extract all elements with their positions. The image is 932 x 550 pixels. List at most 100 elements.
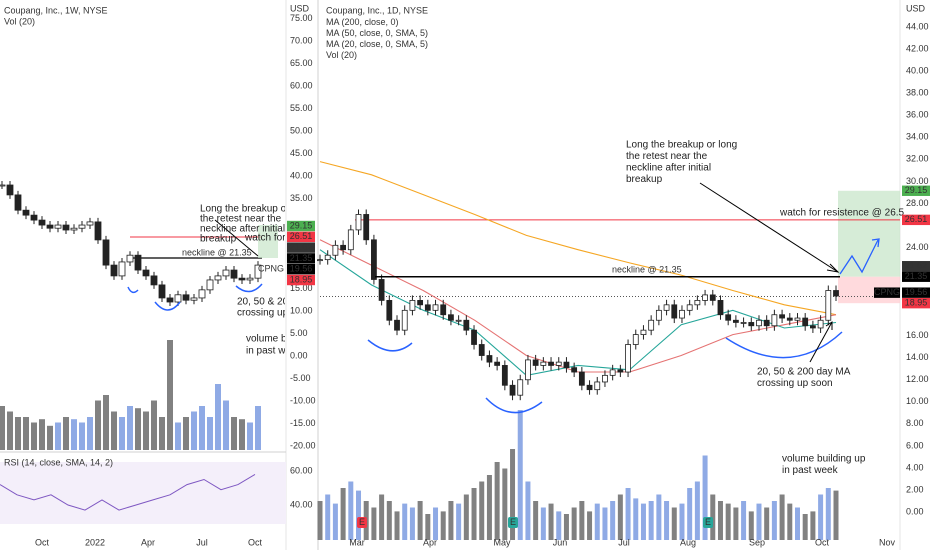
candle [126, 254, 134, 263]
y-tick-label: 30.00 [906, 176, 929, 186]
arrow-head [826, 263, 840, 273]
annotation: in past wee [246, 346, 297, 357]
earnings-label: E [705, 517, 711, 527]
candle [150, 275, 158, 286]
candle [748, 322, 755, 327]
x-tick-label: Jul [196, 537, 208, 547]
annotation: crossing up [237, 308, 289, 319]
volume-bar [95, 400, 101, 450]
candle [609, 369, 616, 376]
currency: USD [906, 3, 926, 13]
volume-bar [617, 494, 623, 540]
y-tick-label: 75.00 [290, 13, 313, 23]
legend-entry: MA (200, close, 0) [326, 17, 399, 27]
candle [324, 254, 331, 261]
candle [448, 314, 454, 321]
candle [501, 365, 508, 386]
annotation: neckline after initial [200, 224, 285, 235]
candle [648, 319, 655, 331]
volume-bar [602, 507, 608, 540]
candle [694, 300, 701, 306]
volume-bar [127, 406, 133, 450]
volume-bar [764, 507, 770, 540]
price-tag [287, 274, 315, 286]
volume-bar [717, 501, 723, 540]
candle [432, 304, 439, 311]
candle [571, 367, 578, 373]
volume-bar [725, 503, 731, 540]
candle [548, 361, 554, 366]
candle [756, 319, 762, 327]
volume-bar [247, 422, 253, 450]
volume-bar [710, 494, 716, 540]
price-tag [287, 264, 315, 275]
volume-bar [402, 503, 408, 540]
volume-bar [7, 411, 13, 450]
x-tick-label: Apr [141, 537, 155, 547]
candle [347, 229, 354, 251]
candle [158, 284, 166, 299]
candle [679, 309, 685, 319]
annotation: 20, 50 & 200 [237, 297, 294, 308]
volume-bar [231, 417, 237, 450]
candle [332, 244, 339, 256]
symbol-box [874, 287, 900, 298]
earnings-marker [508, 517, 518, 528]
candle [166, 297, 174, 303]
y-tick-label: 12.00 [906, 374, 929, 384]
y-tick-label: 70.00 [290, 35, 313, 45]
y-tick-label: 16.00 [906, 330, 929, 340]
volume-bar [379, 494, 385, 540]
volume-bar [87, 417, 93, 450]
candle [740, 322, 747, 324]
candle [355, 214, 362, 231]
volume-bar [448, 501, 454, 540]
volume-bar [207, 417, 213, 450]
volume-bar [479, 481, 485, 540]
volume-bar [55, 422, 61, 450]
volume-bar [31, 422, 37, 450]
volume-bar [548, 503, 554, 540]
arrow-head [825, 321, 833, 330]
volume-bar [47, 425, 53, 450]
y-tick-label: 40.00 [906, 66, 929, 76]
candle [725, 314, 732, 321]
target-box [258, 225, 278, 258]
annotation: Long the breakup or [200, 204, 290, 215]
symbol-tag: CPNG [874, 287, 900, 297]
x-tick-label: Apr [423, 537, 437, 547]
annotation: watch for resistence @ 26.5 [779, 208, 905, 219]
volume-bar [694, 481, 700, 540]
volume-bar [223, 400, 229, 450]
volume-bar [502, 468, 508, 540]
volume-bar [525, 481, 531, 540]
moving-average [319, 161, 837, 316]
volume-bar [409, 507, 415, 540]
volume-bar [687, 488, 693, 540]
volume-bar [625, 488, 631, 540]
projection [839, 238, 880, 275]
price-tag-label: 19.56 [290, 264, 313, 274]
volume-bar [215, 384, 221, 450]
annotation: the retest near the [200, 214, 282, 225]
volume-bar [340, 488, 346, 540]
volume-bar [386, 501, 392, 540]
candle [118, 261, 126, 277]
volume-bar [394, 511, 400, 540]
y-tick-label: 32.00 [906, 154, 929, 164]
candle [794, 317, 801, 321]
annotation: breakup [200, 234, 237, 245]
price-tag-label: 21.62 [290, 242, 313, 252]
volume-bar [471, 488, 477, 540]
price-tag-label: 26.51 [905, 214, 928, 224]
pattern-curve [235, 283, 263, 293]
volume-label: Vol (20) [326, 50, 357, 60]
volume-bar [563, 514, 569, 540]
y-tick-label: 2.00 [906, 484, 924, 494]
candle [0, 184, 6, 187]
volume-bar [648, 501, 654, 540]
candle [46, 224, 54, 229]
candle [779, 314, 785, 319]
